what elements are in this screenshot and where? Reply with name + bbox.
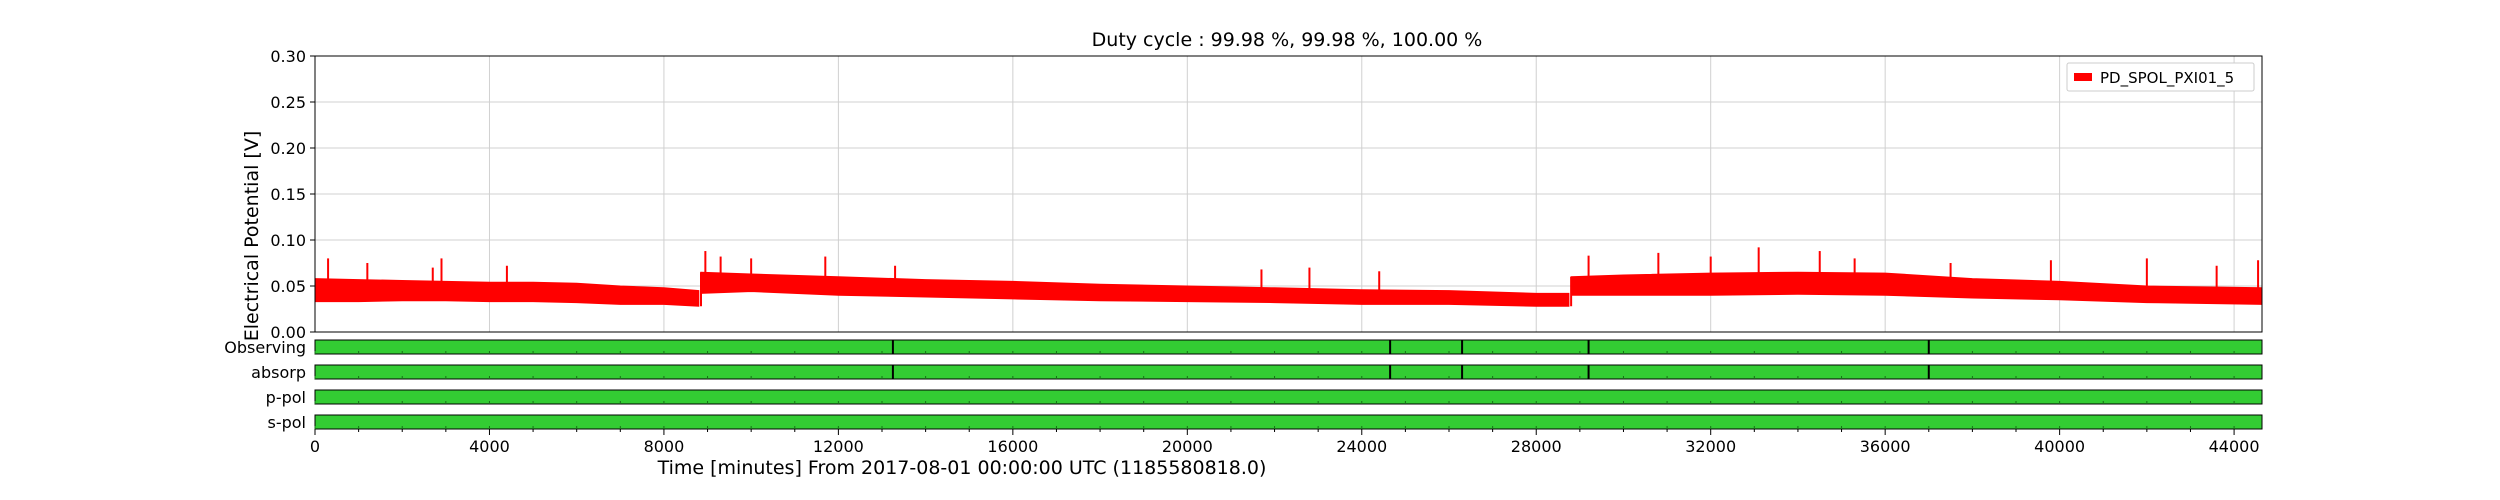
y-axis-label: Electrical Potential [V] xyxy=(241,131,263,341)
state-bar xyxy=(314,414,2263,430)
state-bar xyxy=(314,339,2263,355)
legend-swatch xyxy=(2074,73,2092,81)
state-label: s-pol xyxy=(268,413,307,432)
x-tick-label: 4000 xyxy=(469,437,510,456)
y-tick-label: 0.15 xyxy=(270,185,306,204)
legend-box xyxy=(2066,62,2255,92)
x-tick-label: 40000 xyxy=(2034,437,2085,456)
state-bars: Observing absorp p-pol s-pol xyxy=(224,338,2263,432)
x-tick-label: 28000 xyxy=(1511,437,1562,456)
x-tick-label: 36000 xyxy=(1860,437,1911,456)
x-tick-label: 16000 xyxy=(987,437,1038,456)
series-spikes xyxy=(327,247,2260,290)
y-tick-label: 0.30 xyxy=(270,47,306,66)
y-tick-label: 0.10 xyxy=(270,231,306,250)
x-tick-label: 24000 xyxy=(1336,437,1387,456)
series-band-segment xyxy=(700,271,1570,307)
chart-title: Duty cycle : 99.98 %, 99.98 %, 100.00 % xyxy=(1092,29,1483,51)
state-bar xyxy=(314,364,2263,380)
state-label: Observing xyxy=(224,338,306,357)
x-tick-label: 8000 xyxy=(644,437,685,456)
x-tick-label: 20000 xyxy=(1162,437,1213,456)
x-tick-label: 32000 xyxy=(1685,437,1736,456)
y-tick-label: 0.20 xyxy=(270,139,306,158)
y-tick-label: 0.25 xyxy=(270,93,306,112)
legend: PD_SPOL_PXI01_5 xyxy=(2066,62,2255,92)
state-bar xyxy=(314,389,2263,405)
x-axis-label: Time [minutes] From 2017-08-01 00:00:00 … xyxy=(657,457,1267,479)
legend-label: PD_SPOL_PXI01_5 xyxy=(2100,69,2234,88)
y-tick-label: 0.05 xyxy=(270,277,306,296)
x-tick-label: 44000 xyxy=(2209,437,2260,456)
x-tick-label: 0 xyxy=(310,437,320,456)
y-tick-label: 0.00 xyxy=(270,323,306,342)
x-axis-ticks: 0 4000 8000 12000 16000 20000 24000 28000 32000 3… xyxy=(310,429,2260,456)
series-band-segment xyxy=(314,278,700,307)
y-axis-ticks: 0.00 0.05 0.10 0.15 0.20 0.25 0.30 xyxy=(270,47,315,342)
series-band xyxy=(314,271,2263,307)
main-plot-area: 0.00 0.05 0.10 0.15 0.20 0.25 0.30 xyxy=(270,47,2263,342)
x-tick-label: 12000 xyxy=(813,437,864,456)
state-label: p-pol xyxy=(266,388,306,407)
state-label: absorp xyxy=(251,363,306,382)
